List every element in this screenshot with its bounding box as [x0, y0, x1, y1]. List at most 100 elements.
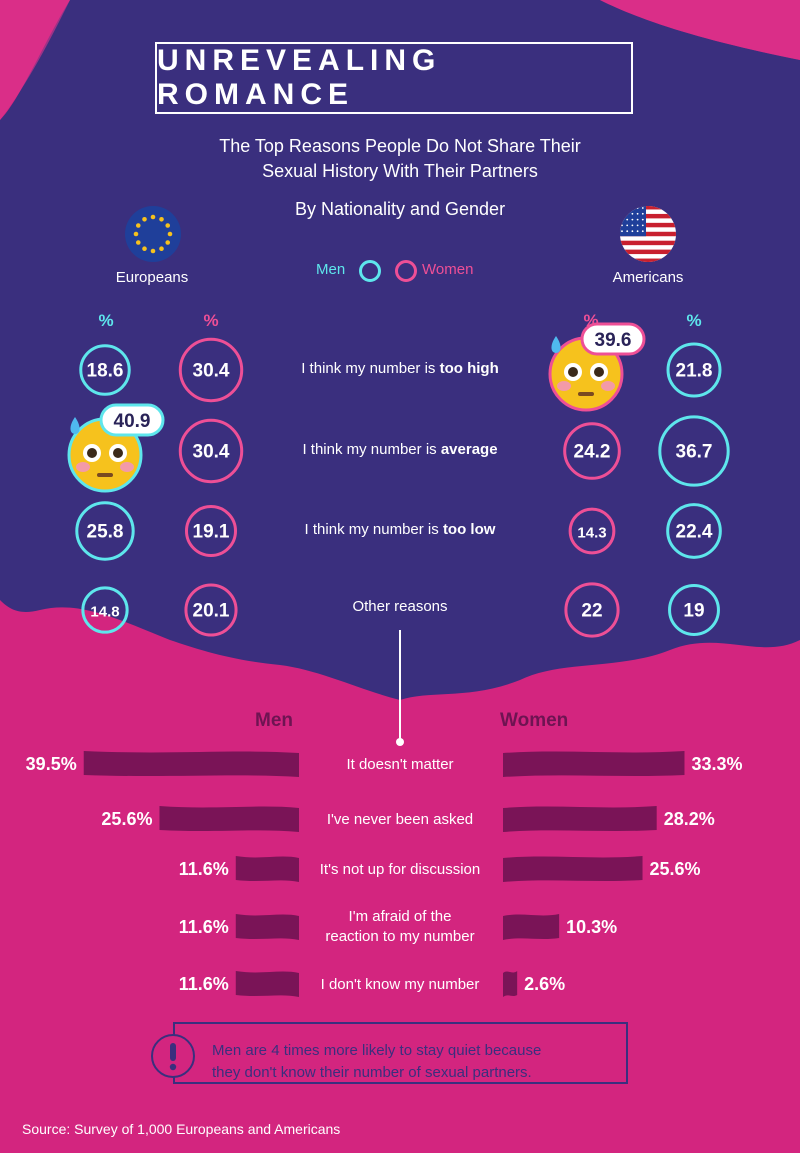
sheet-fold-right [600, 0, 800, 60]
men-bar-1 [159, 806, 299, 832]
bubble-3-1 [658, 415, 730, 487]
exclamation-icon [151, 1034, 195, 1078]
bubble-label-2-2: 14.3 [577, 525, 606, 542]
bubble-2-2 [568, 507, 616, 555]
highlight-pill-0-1 [99, 403, 165, 437]
highlight-pill-2-0 [580, 322, 646, 356]
subtitle-line-2: Sexual History With Their Partners [262, 161, 538, 181]
reason-label-2: It's not up for discussion [280, 860, 520, 880]
reason-label-4: I don't know my number [280, 975, 520, 995]
row-label-bold: average [440, 441, 498, 458]
men-bar-4 [235, 971, 299, 997]
note-text: Men are 4 times more likely to stay quie… [212, 1040, 622, 1084]
bubble-1-3 [184, 583, 238, 637]
row-label-bold: too high [439, 360, 499, 377]
title: UNREVEALING ROMANCE [157, 44, 442, 111]
women-bar-1 [503, 806, 657, 832]
bubble-label-1-3: 20.1 [193, 601, 230, 622]
navy-area [0, 0, 800, 700]
women-header: Women [500, 710, 569, 731]
sheet-fold-left [0, 0, 70, 120]
bubble-0-3 [81, 586, 129, 634]
reason-label-0: It doesn't matter [280, 755, 520, 775]
bubble-label-2-3: 22 [581, 601, 602, 622]
reason-label-1: I've never been asked [280, 810, 520, 830]
sweat-drop-icon [551, 336, 561, 353]
men-value-0: 39.5% [25, 754, 77, 774]
legend-men-label: Men [316, 261, 346, 278]
pct-us-men: % [686, 311, 702, 330]
bar-chart [83, 751, 685, 997]
bubble-1-1 [178, 418, 244, 484]
bubble-label-3-2: 22.4 [676, 522, 713, 543]
bubble-0-0 [79, 344, 131, 396]
note-line-1: Men are 4 times more likely to stay quie… [212, 1042, 542, 1059]
legend-women-label: Women [422, 261, 474, 278]
legend: Men Women [300, 260, 520, 282]
bubble-label-2-1: 24.2 [574, 442, 611, 463]
bubble-2-1 [563, 422, 621, 480]
title-box: UNREVEALING ROMANCE [155, 42, 633, 114]
bubble-label-3-1: 36.7 [676, 442, 713, 463]
bubble-label-0-2: 25.8 [87, 522, 124, 543]
bubble-label-1-2: 19.1 [193, 522, 230, 543]
byline: By Nationality and Gender [294, 199, 506, 219]
note-line-2: they don't know their number of sexual p… [212, 1064, 532, 1081]
bubble-label-0-3: 14.8 [90, 604, 119, 621]
bubble-label-1-0: 30.4 [193, 361, 230, 382]
reason-line: I don't know my number [320, 976, 480, 993]
bubble-chart: 18.6 40.9 25.8 14.8 30.4 30.4 19.1 20.1 39.6 24.2… [67, 322, 730, 638]
bubble-3-2 [666, 503, 722, 559]
reason-line: I'm afraid of the [348, 908, 452, 925]
women-value-4: 2.6% [524, 974, 566, 994]
row-label-bold: too low [442, 521, 496, 538]
row-label-plain: I think my number is [301, 360, 440, 377]
women-bar-2 [503, 856, 643, 882]
women-value-3: 10.3% [566, 917, 618, 937]
men-header: Men [255, 710, 293, 731]
sweat-drop-icon [70, 417, 80, 434]
row-label-2: I think my number is too low [270, 521, 530, 538]
bubble-1-0 [178, 337, 244, 403]
connector-dot [396, 738, 404, 746]
bubble-3-3 [668, 584, 720, 636]
row-label-3: Other reasons [270, 598, 530, 615]
reason-line: reaction to my number [325, 928, 475, 945]
source: Source: Survey of 1,000 Europeans and Am… [22, 1121, 341, 1137]
row-label-plain: I think my number is [302, 441, 441, 458]
men-bar-3 [235, 914, 299, 940]
pct-eu-women: % [203, 311, 219, 330]
women-bar-3 [503, 914, 560, 940]
eu-flag-icon [125, 206, 181, 262]
men-value-3: 11.6% [178, 917, 229, 937]
reason-label-3: I'm afraid of the reaction to my number [280, 907, 520, 947]
americans-label: Americans [612, 269, 684, 286]
subtitle-line-1: The Top Reasons People Do Not Share Thei… [219, 136, 581, 156]
men-value-4: 11.6% [178, 974, 229, 994]
men-bar-0 [83, 751, 299, 777]
row-label-0: I think my number is too high [270, 360, 530, 377]
europeans-label: Europeans [115, 269, 189, 286]
men-bar-2 [235, 856, 299, 882]
bubble-label-2-0: 39.6 [595, 330, 632, 351]
women-value-1: 28.2% [663, 809, 715, 829]
men-value-2: 11.6% [178, 859, 229, 879]
bubble-0-2 [75, 501, 135, 561]
women-bar-0 [503, 751, 685, 777]
reason-line: It doesn't matter [346, 756, 454, 773]
bubble-label-1-1: 30.4 [193, 442, 230, 463]
bubble-1-2 [184, 504, 238, 558]
bubble-2-3 [564, 582, 620, 638]
us-flag-icon [620, 206, 676, 262]
women-bar-4 [503, 971, 518, 997]
women-value-2: 25.6% [649, 859, 701, 879]
men-value-1: 25.6% [101, 809, 153, 829]
bubble-3-0 [666, 342, 722, 398]
women-value-0: 33.3% [691, 754, 743, 774]
bubble-label-3-0: 21.8 [676, 361, 713, 382]
reason-line: It's not up for discussion [319, 861, 481, 878]
bubble-label-3-3: 19 [683, 601, 704, 622]
row-label-plain: I think my number is [304, 521, 443, 538]
